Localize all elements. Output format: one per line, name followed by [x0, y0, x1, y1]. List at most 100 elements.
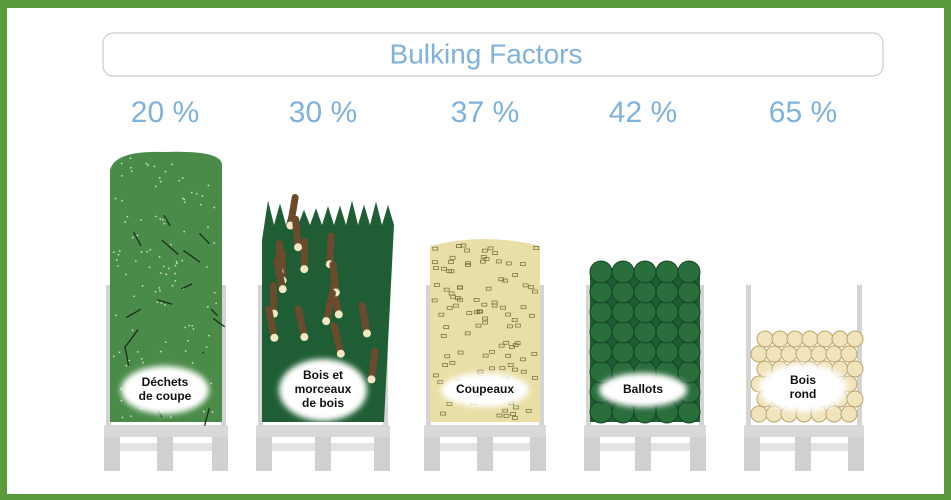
bale [590, 281, 612, 303]
pallet-leg [635, 437, 651, 471]
bale [590, 401, 612, 423]
bale [656, 281, 678, 303]
log-end [363, 329, 371, 337]
speck [113, 355, 115, 357]
speck [215, 302, 217, 304]
bale [678, 321, 700, 343]
speck [182, 177, 184, 179]
speck [208, 335, 210, 337]
speck [147, 164, 149, 166]
log-end [322, 317, 330, 325]
speck [160, 351, 162, 353]
speck [191, 192, 193, 194]
speck [141, 358, 143, 360]
pallet-leg [315, 437, 331, 471]
speck [172, 285, 174, 287]
bale [590, 341, 612, 363]
speck [182, 197, 184, 199]
speck [196, 193, 198, 195]
speck [184, 327, 186, 329]
speck [208, 185, 210, 187]
speck [145, 163, 147, 165]
speck [121, 200, 123, 202]
round-log [841, 346, 857, 362]
round-log [766, 406, 782, 422]
log [333, 264, 336, 292]
round-log [781, 346, 797, 362]
log-end [294, 243, 302, 251]
speck [132, 237, 134, 239]
round-log [811, 346, 827, 362]
speck [159, 287, 161, 289]
pallet-leg [477, 437, 493, 471]
pallet-leg [795, 437, 811, 471]
speck [164, 304, 166, 306]
speck [115, 314, 117, 316]
speck [118, 254, 120, 256]
title: Bulking Factors [390, 38, 583, 69]
speck [159, 290, 161, 292]
bale [590, 261, 612, 283]
speck [191, 325, 193, 327]
speck [213, 207, 215, 209]
round-log [817, 331, 833, 347]
round-log [757, 331, 773, 347]
percentage: 42 % [609, 96, 677, 129]
round-log [751, 406, 767, 422]
speck [193, 328, 195, 330]
speck [121, 400, 123, 402]
bale [634, 261, 656, 283]
bale [612, 321, 634, 343]
round-log [796, 346, 812, 362]
bale [634, 301, 656, 323]
speck [121, 163, 123, 165]
round-log [766, 346, 782, 362]
pallet-leg [212, 437, 228, 471]
speck [212, 411, 214, 413]
pallet-leg [157, 437, 173, 471]
round-log [787, 331, 803, 347]
speck [214, 292, 216, 294]
percentage: 30 % [289, 96, 357, 129]
speck [165, 341, 167, 343]
speck [155, 216, 157, 218]
pallet-leg [104, 437, 120, 471]
speck [160, 272, 162, 274]
round-log [751, 346, 767, 362]
speck [163, 223, 165, 225]
speck [201, 195, 203, 197]
bale [656, 301, 678, 323]
bale [634, 341, 656, 363]
speck [127, 216, 129, 218]
speck [141, 251, 143, 253]
speck [132, 329, 134, 331]
speck [175, 265, 177, 267]
bale [656, 341, 678, 363]
pallet-leg [744, 437, 760, 471]
bale [612, 261, 634, 283]
round-log [826, 406, 842, 422]
speck [160, 181, 162, 183]
bale [678, 341, 700, 363]
log [296, 219, 298, 247]
speck [122, 417, 124, 419]
bale [656, 321, 678, 343]
speck [159, 177, 161, 179]
speck [176, 261, 178, 263]
label-line: de coupe [139, 389, 192, 403]
speck [171, 163, 173, 165]
round-log [847, 391, 863, 407]
bale [590, 321, 612, 343]
speck [203, 411, 205, 413]
log-end [300, 265, 308, 273]
speck [119, 250, 121, 252]
speck [149, 249, 151, 251]
speck [153, 165, 155, 167]
pallet-leg [530, 437, 546, 471]
log-end [337, 350, 345, 358]
log [371, 351, 375, 379]
speck [207, 306, 209, 308]
speck [168, 268, 170, 270]
speck [200, 204, 202, 206]
pallet-top [584, 425, 706, 437]
